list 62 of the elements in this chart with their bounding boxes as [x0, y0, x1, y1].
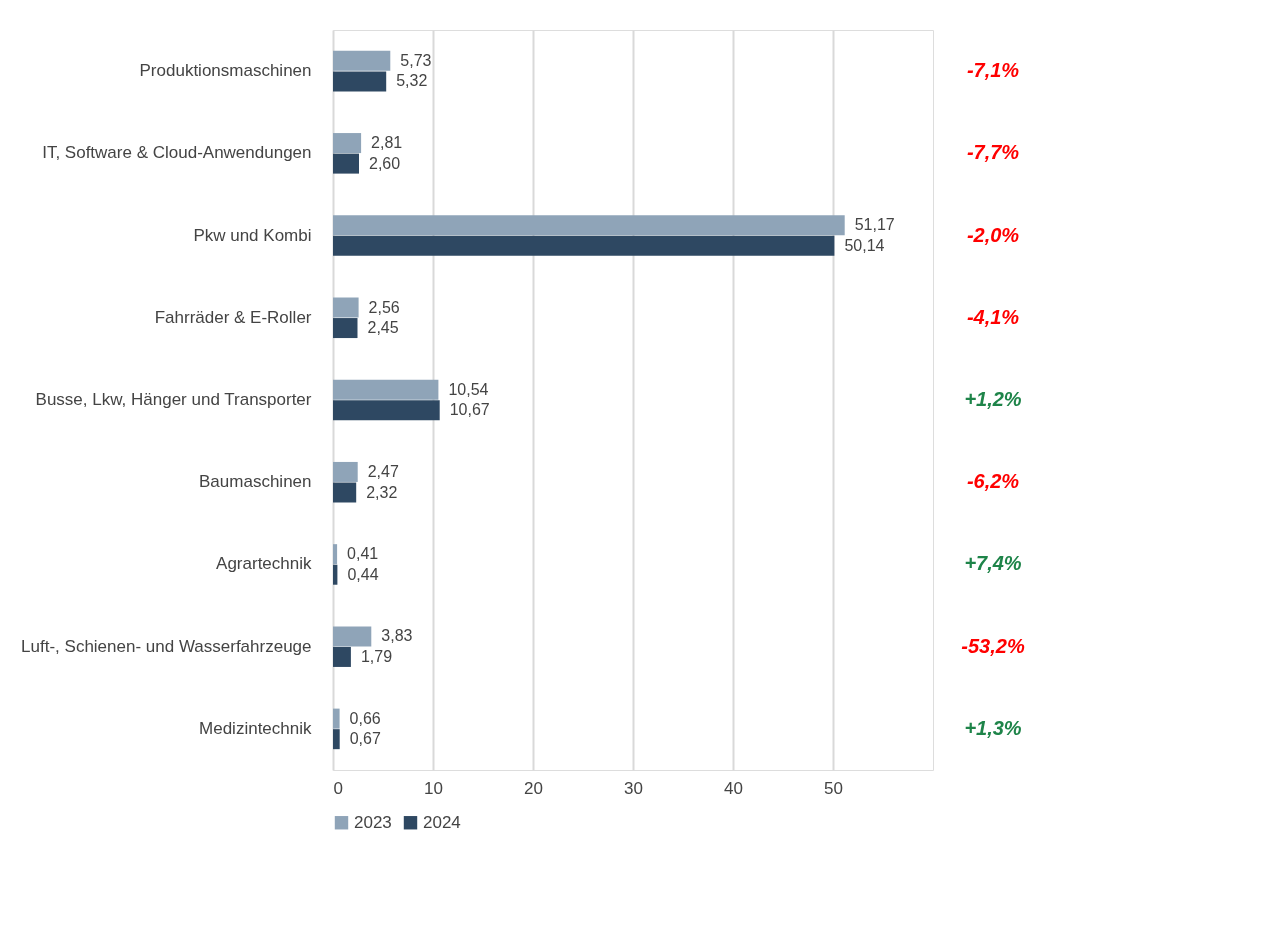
data-label: 0,41 [347, 545, 379, 563]
data-label: 5,73 [400, 51, 432, 69]
data-label: 2,32 [366, 483, 398, 501]
x-tick-label: 30 [624, 778, 643, 798]
data-label: 1,79 [360, 647, 393, 665]
text: -6,2% [966, 470, 1020, 493]
text: -53,2% [961, 634, 1025, 657]
text: -4,1% [966, 305, 1020, 328]
text: -7,7% [966, 141, 1020, 164]
bar [333, 461, 358, 482]
text: +1,2% [964, 388, 1022, 410]
data-label: 2,45 [367, 319, 399, 337]
bar [333, 708, 340, 729]
y-tick-label: Baumaschinen [199, 472, 312, 492]
bar [333, 50, 391, 71]
data-label: 0,67 [349, 730, 381, 748]
y-tick-label: IT, Software & Cloud-Anwendungen [42, 143, 312, 163]
bar [333, 544, 338, 565]
data-label: 2,60 [369, 154, 401, 172]
text: +7,4% [964, 552, 1022, 575]
data-label: 0,66 [349, 709, 381, 727]
text: -2,0% [966, 223, 1020, 246]
data-label: 51,17 [854, 216, 895, 234]
legend-label: 2023 [354, 812, 392, 832]
bar [333, 564, 338, 585]
bar [333, 626, 372, 647]
y-tick-label: Medizintechnik [199, 718, 312, 738]
bar [333, 153, 359, 174]
bar [333, 379, 439, 400]
y-tick-label: Produktionsmaschinen [139, 61, 312, 81]
data-label: 3,83 [381, 627, 413, 645]
data-label: 50,14 [844, 236, 885, 254]
bar [333, 400, 440, 421]
bar [333, 71, 387, 92]
y-tick-label: Agrartechnik [216, 554, 312, 574]
y-tick-label: Pkw und Kombi [193, 225, 312, 245]
bar [333, 215, 845, 236]
bar [333, 729, 340, 750]
bar [333, 235, 835, 256]
text: -7,1% [966, 59, 1020, 82]
bar [333, 297, 359, 318]
data-label: 2,81 [371, 134, 403, 152]
bar [333, 318, 358, 339]
data-label: 0,44 [347, 565, 379, 583]
x-tick-label: 50 [824, 778, 843, 798]
y-tick-label: Fahrräder & E-Roller [154, 307, 312, 327]
data-label: 10,54 [448, 380, 489, 398]
bar [333, 646, 351, 667]
data-label: 2,56 [368, 298, 400, 316]
data-label: 5,32 [396, 72, 428, 90]
bar [333, 482, 357, 503]
x-tick-label: 10 [424, 778, 443, 798]
x-tick-label: 0 [333, 778, 343, 798]
bar [333, 133, 362, 154]
x-tick-label: 40 [724, 778, 743, 798]
x-tick-label: 20 [524, 778, 543, 798]
data-label: 10,67 [449, 401, 490, 419]
legend-label: 2024 [423, 812, 461, 832]
data-label: 2,47 [367, 462, 399, 480]
y-tick-label: Busse, Lkw, Hänger und Transporter [35, 390, 312, 409]
text: +1,3% [964, 716, 1022, 739]
y-tick-label: Luft-, Schienen- und Wasserfahrzeuge [21, 636, 312, 656]
